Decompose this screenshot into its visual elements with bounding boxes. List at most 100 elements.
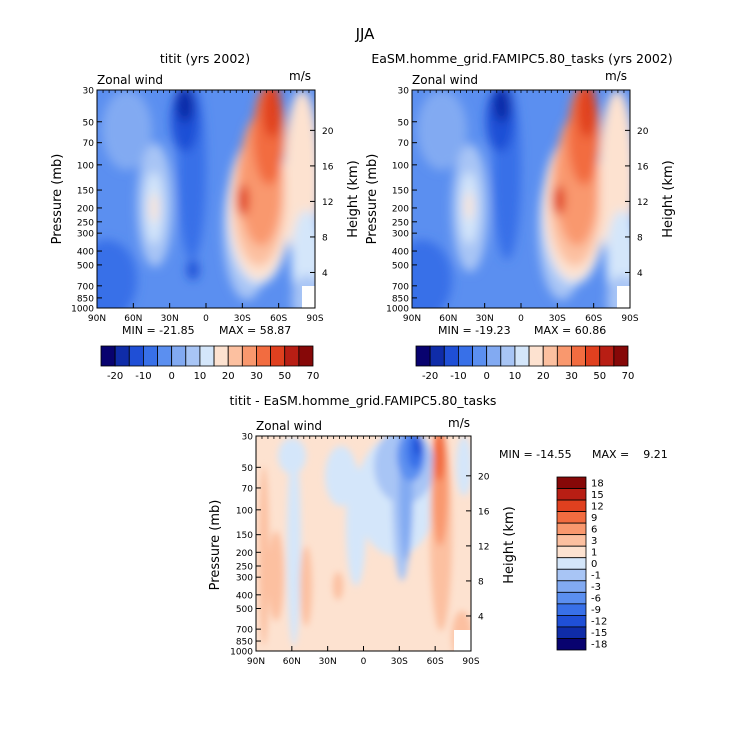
colorbar-label: -6 [591, 594, 601, 605]
variable-label: Zonal wind [256, 419, 322, 433]
y-ticks: 3050701001502002503004005007008501000201… [71, 87, 334, 315]
y-tick-label: 500 [77, 261, 94, 271]
y-tick-label: 250 [392, 218, 409, 228]
colorbar-label: -3 [591, 582, 601, 593]
y-tick-label: 500 [236, 605, 253, 615]
colorbar-swatch [556, 626, 587, 639]
y-tick-label: 1000 [386, 305, 409, 315]
colorbar-swatch [556, 499, 587, 513]
colorbar-swatch [227, 345, 243, 367]
colorbar-label: 20 [222, 371, 235, 382]
colorbar-swatch [542, 345, 558, 367]
colorbar-swatch [585, 345, 601, 367]
y-axis-label: Pressure (mb) [50, 154, 65, 245]
x-tick-label: 60S [270, 314, 287, 324]
x-tick-label: 60S [585, 314, 602, 324]
y-tick-label: 200 [236, 549, 253, 559]
y-tick-label: 50 [83, 118, 95, 128]
min-label: MIN = -14.55 [499, 448, 572, 461]
colorbar-swatch [556, 488, 587, 501]
y-tick-label: 200 [392, 204, 409, 214]
y2-tick-label: 4 [478, 612, 484, 622]
colorbar-swatch [443, 345, 459, 367]
colorbar-swatch [556, 615, 587, 628]
colorbar-swatch [185, 345, 201, 367]
y-tick-label: 150 [236, 531, 253, 541]
colorbar-swatch [142, 345, 158, 367]
x-tick-label: 30S [391, 657, 408, 667]
y2-axis-label: Height (km) [346, 160, 361, 237]
y2-tick-label: 20 [322, 127, 334, 137]
y-tick-label: 70 [398, 139, 410, 149]
y-tick-label: 100 [392, 161, 409, 171]
y-tick-label: 700 [236, 626, 253, 636]
y-tick-label: 250 [236, 563, 253, 573]
y-tick-label: 70 [242, 484, 254, 494]
colorbar-swatch [114, 345, 130, 367]
x-tick-label: 90S [306, 314, 323, 324]
colorbar-swatch [100, 345, 116, 367]
y-tick-label: 30 [83, 87, 95, 97]
y2-tick-label: 8 [637, 233, 643, 243]
y-ticks: 3050701001502002503004005007008501000201… [230, 433, 490, 658]
y-tick-label: 250 [77, 218, 94, 228]
colorbar-swatch [556, 638, 587, 651]
y-tick-label: 850 [77, 294, 94, 304]
x-tick-label: 60N [124, 314, 142, 324]
y2-tick-label: 12 [637, 198, 648, 208]
colorbar-swatch [472, 345, 488, 367]
y-tick-label: 150 [77, 187, 94, 197]
y-tick-label: 400 [392, 248, 409, 258]
colorbar-swatch [213, 345, 229, 367]
y2-tick-label: 16 [637, 162, 649, 172]
colorbar-label: 70 [622, 371, 635, 382]
x-tick-label: 90N [88, 314, 106, 324]
colorbar-label: 12 [591, 501, 604, 512]
x-tick-label: 30N [476, 314, 494, 324]
colorbar-label: 3 [591, 536, 597, 547]
colorbar-swatch [457, 345, 473, 367]
y-axis-label: Pressure (mb) [208, 500, 223, 591]
min-label: MIN = -21.85 [122, 324, 195, 337]
colorbar-swatch [599, 345, 615, 367]
colorbar-label: 6 [591, 524, 597, 535]
colorbar-label: 9 [591, 513, 597, 524]
x-tick-label: 0 [203, 314, 209, 324]
y2-tick-label: 12 [322, 198, 333, 208]
plot-area [256, 436, 471, 651]
colorbar-label: -20 [107, 371, 123, 382]
y-tick-label: 30 [398, 87, 410, 97]
x-ticks: 90N 60N 30N 0 30S 60S 90S [403, 303, 639, 324]
colorbar-swatch [528, 345, 544, 367]
y2-tick-label: 20 [637, 127, 649, 137]
y2-tick-label: 16 [322, 162, 334, 172]
y-tick-label: 100 [236, 506, 253, 516]
colorbar-swatch [556, 522, 587, 536]
colorbar-label: -15 [591, 628, 607, 639]
x-tick-label: 0 [518, 314, 524, 324]
x-tick-label: 90S [462, 657, 479, 667]
colorbar-swatch [556, 603, 587, 616]
colorbar-label: 20 [537, 371, 550, 382]
y2-tick-label: 4 [637, 269, 643, 279]
max-label: MAX = 9.21 [592, 448, 668, 461]
colorbar-label: 10 [509, 371, 522, 382]
y2-tick-label: 8 [478, 577, 484, 587]
plot-area [97, 90, 315, 308]
x-tick-label: 0 [361, 657, 367, 667]
units-label: m/s [448, 416, 470, 430]
y-tick-label: 50 [242, 464, 254, 474]
colorbar-swatch [157, 345, 173, 367]
y-tick-label: 1000 [230, 648, 253, 658]
colorbar-swatch [171, 345, 187, 367]
colorbar-label: -20 [422, 371, 438, 382]
figure-title: JJA [355, 25, 376, 43]
max-label: MAX = 58.87 [219, 324, 291, 337]
y-tick-label: 70 [83, 139, 95, 149]
x-tick-label: 90N [403, 314, 421, 324]
colorbar-label: -18 [591, 640, 607, 651]
colorbar-label: 50 [278, 371, 291, 382]
colorbar-swatch [500, 345, 516, 367]
